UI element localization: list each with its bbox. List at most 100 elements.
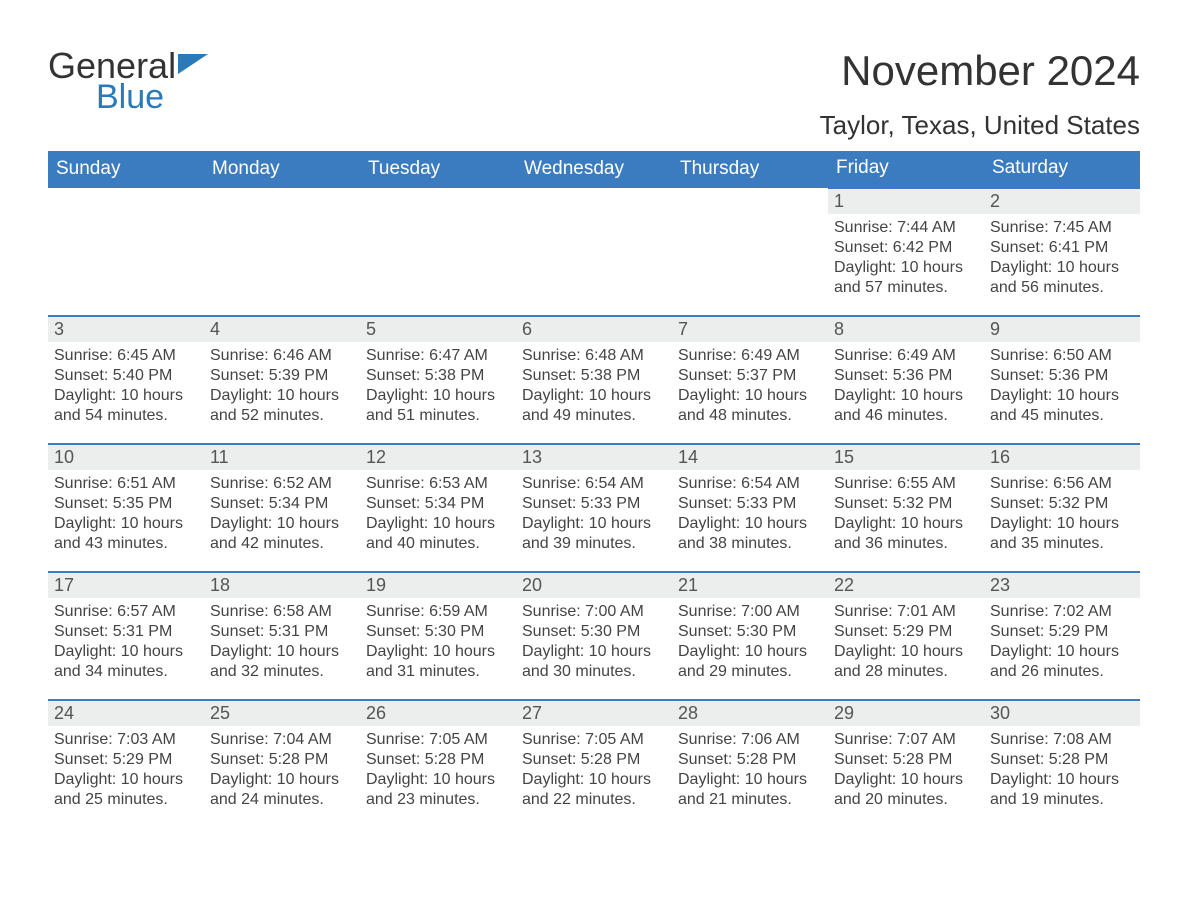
weekday-header: Saturday (984, 151, 1140, 188)
day-number: 29 (828, 701, 984, 726)
weekday-header: Tuesday (360, 151, 516, 188)
day-number: 2 (984, 189, 1140, 214)
day-details: Sunrise: 7:01 AMSunset: 5:29 PMDaylight:… (828, 598, 984, 686)
daylight-line: Daylight: 10 hours and 24 minutes. (210, 770, 354, 810)
sunset-line: Sunset: 5:31 PM (210, 622, 354, 642)
daylight-line: Daylight: 10 hours and 21 minutes. (678, 770, 822, 810)
calendar-day-cell: 8Sunrise: 6:49 AMSunset: 5:36 PMDaylight… (828, 316, 984, 444)
sunrise-line: Sunrise: 7:44 AM (834, 218, 978, 238)
calendar-day-cell: 2Sunrise: 7:45 AMSunset: 6:41 PMDaylight… (984, 188, 1140, 316)
sunset-line: Sunset: 5:37 PM (678, 366, 822, 386)
sunrise-line: Sunrise: 6:54 AM (678, 474, 822, 494)
calendar-day-cell: 24Sunrise: 7:03 AMSunset: 5:29 PMDayligh… (48, 700, 204, 828)
calendar-day-cell (672, 188, 828, 316)
sunset-line: Sunset: 5:30 PM (678, 622, 822, 642)
daylight-line: Daylight: 10 hours and 42 minutes. (210, 514, 354, 554)
weekday-header: Friday (828, 151, 984, 188)
sunset-line: Sunset: 5:38 PM (366, 366, 510, 386)
sunrise-line: Sunrise: 6:59 AM (366, 602, 510, 622)
day-number: 13 (516, 445, 672, 470)
calendar-day-cell: 22Sunrise: 7:01 AMSunset: 5:29 PMDayligh… (828, 572, 984, 700)
logo-flag-icon (178, 54, 208, 76)
day-number: 15 (828, 445, 984, 470)
calendar-day-cell: 9Sunrise: 6:50 AMSunset: 5:36 PMDaylight… (984, 316, 1140, 444)
day-details: Sunrise: 7:04 AMSunset: 5:28 PMDaylight:… (204, 726, 360, 814)
calendar-day-cell: 6Sunrise: 6:48 AMSunset: 5:38 PMDaylight… (516, 316, 672, 444)
sunset-line: Sunset: 6:41 PM (990, 238, 1134, 258)
sunset-line: Sunset: 5:28 PM (522, 750, 666, 770)
day-details: Sunrise: 6:49 AMSunset: 5:37 PMDaylight:… (672, 342, 828, 430)
day-number: 7 (672, 317, 828, 342)
day-details: Sunrise: 7:07 AMSunset: 5:28 PMDaylight:… (828, 726, 984, 814)
daylight-line: Daylight: 10 hours and 49 minutes. (522, 386, 666, 426)
daylight-line: Daylight: 10 hours and 20 minutes. (834, 770, 978, 810)
sunset-line: Sunset: 5:29 PM (834, 622, 978, 642)
sunset-line: Sunset: 5:33 PM (678, 494, 822, 514)
calendar-day-cell: 4Sunrise: 6:46 AMSunset: 5:39 PMDaylight… (204, 316, 360, 444)
daylight-line: Daylight: 10 hours and 26 minutes. (990, 642, 1134, 682)
day-details: Sunrise: 6:52 AMSunset: 5:34 PMDaylight:… (204, 470, 360, 558)
daylight-line: Daylight: 10 hours and 54 minutes. (54, 386, 198, 426)
day-details: Sunrise: 7:08 AMSunset: 5:28 PMDaylight:… (984, 726, 1140, 814)
day-details: Sunrise: 6:56 AMSunset: 5:32 PMDaylight:… (984, 470, 1140, 558)
sunrise-line: Sunrise: 6:54 AM (522, 474, 666, 494)
day-number: 22 (828, 573, 984, 598)
calendar-body: 1Sunrise: 7:44 AMSunset: 6:42 PMDaylight… (48, 188, 1140, 828)
weekday-header: Monday (204, 151, 360, 188)
calendar-day-cell (516, 188, 672, 316)
day-number: 30 (984, 701, 1140, 726)
day-number: 10 (48, 445, 204, 470)
day-details: Sunrise: 6:59 AMSunset: 5:30 PMDaylight:… (360, 598, 516, 686)
sunrise-line: Sunrise: 6:45 AM (54, 346, 198, 366)
daylight-line: Daylight: 10 hours and 30 minutes. (522, 642, 666, 682)
sunrise-line: Sunrise: 7:00 AM (678, 602, 822, 622)
daylight-line: Daylight: 10 hours and 46 minutes. (834, 386, 978, 426)
day-number: 11 (204, 445, 360, 470)
calendar-day-cell (204, 188, 360, 316)
location: Taylor, Texas, United States (820, 110, 1140, 141)
sunrise-line: Sunrise: 6:51 AM (54, 474, 198, 494)
sunset-line: Sunset: 5:35 PM (54, 494, 198, 514)
weekday-header-row: Sunday Monday Tuesday Wednesday Thursday… (48, 151, 1140, 188)
calendar-day-cell (360, 188, 516, 316)
sunrise-line: Sunrise: 6:55 AM (834, 474, 978, 494)
calendar-day-cell: 5Sunrise: 6:47 AMSunset: 5:38 PMDaylight… (360, 316, 516, 444)
calendar-day-cell: 10 Sunrise: 6:51 AMSunset: 5:35 PMDayligh… (48, 444, 204, 572)
day-number: 27 (516, 701, 672, 726)
sunrise-line: Sunrise: 6:47 AM (366, 346, 510, 366)
day-number: 23 (984, 573, 1140, 598)
sunrise-line: Sunrise: 6:57 AM (54, 602, 198, 622)
day-number: 20 (516, 573, 672, 598)
daylight-line: Daylight: 10 hours and 43 minutes. (54, 514, 198, 554)
sunset-line: Sunset: 5:32 PM (834, 494, 978, 514)
day-number: 12 (360, 445, 516, 470)
sunrise-line: Sunrise: 6:50 AM (990, 346, 1134, 366)
day-details: Sunrise: 7:06 AMSunset: 5:28 PMDaylight:… (672, 726, 828, 814)
calendar-day-cell: 12Sunrise: 6:53 AMSunset: 5:34 PMDayligh… (360, 444, 516, 572)
daylight-line: Daylight: 10 hours and 34 minutes. (54, 642, 198, 682)
day-details: Sunrise: 6:45 AMSunset: 5:40 PMDaylight:… (48, 342, 204, 430)
day-number: 21 (672, 573, 828, 598)
title-block: November 2024 Taylor, Texas, United Stat… (820, 48, 1140, 141)
day-details: Sunrise: 6:58 AMSunset: 5:31 PMDaylight:… (204, 598, 360, 686)
sunrise-line: Sunrise: 6:53 AM (366, 474, 510, 494)
sunrise-line: Sunrise: 6:56 AM (990, 474, 1134, 494)
sunset-line: Sunset: 5:29 PM (54, 750, 198, 770)
calendar-day-cell: 18Sunrise: 6:58 AMSunset: 5:31 PMDayligh… (204, 572, 360, 700)
sunrise-line: Sunrise: 7:08 AM (990, 730, 1134, 750)
day-details: Sunrise: 7:45 AMSunset: 6:41 PMDaylight:… (984, 214, 1140, 302)
day-number: 4 (204, 317, 360, 342)
day-number: 9 (984, 317, 1140, 342)
daylight-line: Daylight: 10 hours and 48 minutes. (678, 386, 822, 426)
logo-blue: Blue (96, 80, 208, 114)
calendar-day-cell: 30Sunrise: 7:08 AMSunset: 5:28 PMDayligh… (984, 700, 1140, 828)
day-number: 18 (204, 573, 360, 598)
day-details: Sunrise: 6:54 AMSunset: 5:33 PMDaylight:… (672, 470, 828, 558)
day-details: Sunrise: 6:53 AMSunset: 5:34 PMDaylight:… (360, 470, 516, 558)
daylight-line: Daylight: 10 hours and 32 minutes. (210, 642, 354, 682)
sunrise-line: Sunrise: 7:04 AM (210, 730, 354, 750)
calendar-day-cell: 16Sunrise: 6:56 AMSunset: 5:32 PMDayligh… (984, 444, 1140, 572)
daylight-line: Daylight: 10 hours and 31 minutes. (366, 642, 510, 682)
sunset-line: Sunset: 5:30 PM (522, 622, 666, 642)
sunrise-line: Sunrise: 7:06 AM (678, 730, 822, 750)
